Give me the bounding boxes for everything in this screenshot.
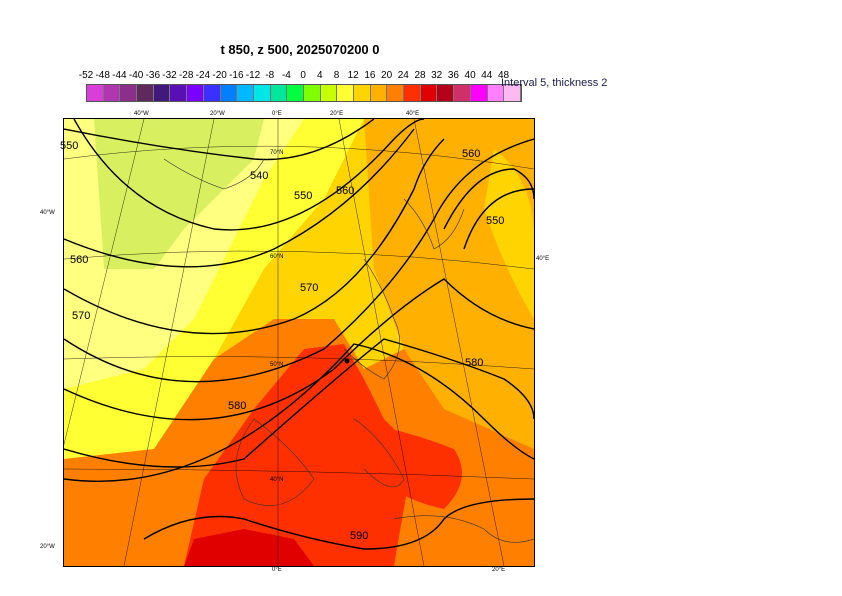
legend-swatch [153,85,171,101]
legend-tick-label: -36 [145,70,161,81]
legend-tick-label: 32 [431,70,443,81]
map-svg [64,119,534,566]
legend-swatch [87,85,104,101]
legend-swatch [103,85,121,101]
contour-label: 570 [72,310,91,322]
bottom-lon-label: 20°E [492,567,506,573]
shading-0-4 [94,119,264,269]
contour-label: 590 [350,530,369,542]
legend-tick-label: 4 [317,70,323,81]
contour-label: 550 [294,190,313,202]
top-lon-label: 20°W [210,111,225,117]
legend-swatch [170,85,188,101]
legend-tick-label: -4 [281,70,291,81]
legend-swatch [337,85,354,101]
legend-tick-label: 28 [414,70,426,81]
contour-label: 560 [70,254,89,266]
legend-swatch [320,85,338,101]
legend-tick-label: 36 [447,70,459,81]
bottom-lon-label: 0°E [272,567,282,573]
legend-tick-label: -40 [128,70,144,81]
top-lon-label: 40°E [406,111,420,117]
legend-tick-label: -28 [178,70,194,81]
lat-label: 60°N [270,254,284,260]
left-lon-label: 20°W [40,544,55,550]
graticule [64,119,534,566]
legend-swatch [354,85,371,101]
legend-swatch [387,85,405,101]
legend-tick-label: -48 [95,70,110,81]
lat-label: 70°N [270,150,284,156]
contour-label: 550 [486,215,505,227]
color-legend: -52 -48 -44 -40 -36 -32 -28 -24 -20 -16 -12 -8 -4 0 4 8… [79,70,608,110]
right-lon-label: 40°E [536,256,550,262]
legend-swatch [137,85,154,101]
legend-tick-label: -44 [112,70,127,81]
location-marker [344,358,350,364]
top-lon-label: 40°W [134,111,149,117]
contour-label: 580 [228,400,247,412]
legend-note: Interval 5, thickness 2 [501,77,608,89]
contour-label: 540 [250,170,269,182]
chart-title: t 850, z 500, 2025070200 0 [220,42,380,57]
coastlines [163,158,534,543]
lat-label: 40°N [270,477,284,483]
legend-swatch [404,85,421,101]
legend-tick-label: 0 [300,70,306,81]
legend-tick-label: 44 [481,70,493,81]
legend-swatch [203,85,221,101]
legend-tick-label: 24 [397,70,409,81]
legend-tick-label: 12 [347,70,359,81]
z500-contours [64,119,534,550]
legend-tick-label: -24 [195,70,211,81]
legend-tick-label: -8 [265,70,275,81]
contour-label: 560 [336,185,355,197]
shading-24-28-a [184,344,414,566]
shading-12-16-ne [484,149,534,319]
legend-swatch [253,85,271,101]
map-panel [63,118,535,567]
legend-swatch [237,85,254,101]
legend-swatch [454,85,471,101]
contour-label: 570 [300,282,319,294]
legend-swatch [120,85,138,101]
legend-tick-label: -12 [245,70,261,81]
legend-tick-label: 20 [381,70,393,81]
contour-label: 560 [462,148,481,160]
legend-tick-label: -52 [78,70,94,81]
legend-tick-label: -20 [212,70,227,81]
top-lon-label: 20°E [330,111,344,117]
legend-swatch [504,85,521,101]
legend-swatch [287,85,304,101]
legend-swatch [303,85,321,101]
legend-swatch [370,85,388,101]
legend-tick-label: -32 [162,70,177,81]
legend-swatch [270,85,288,101]
legend-tick-label: 40 [464,70,476,81]
legend-swatch [220,85,238,101]
left-lon-label: 40°W [40,210,55,216]
shading-24-28-b [344,419,462,509]
lat-label: 50°N [270,362,284,368]
legend-colorbar [86,84,522,102]
legend-swatch [470,85,488,101]
contour-label: 550 [60,140,79,152]
legend-tick-label: 16 [364,70,376,81]
legend-tick-label: 8 [333,70,340,81]
legend-tick-label: 48 [497,70,510,81]
legend-swatch [187,85,204,101]
top-lon-label: 0°E [272,111,282,117]
legend-swatch [437,85,455,101]
shading-28-32 [184,529,314,566]
contour-label: 580 [465,357,484,369]
legend-swatch [420,85,438,101]
legend-tick-label: -16 [229,70,244,81]
legend-swatch [487,85,505,101]
